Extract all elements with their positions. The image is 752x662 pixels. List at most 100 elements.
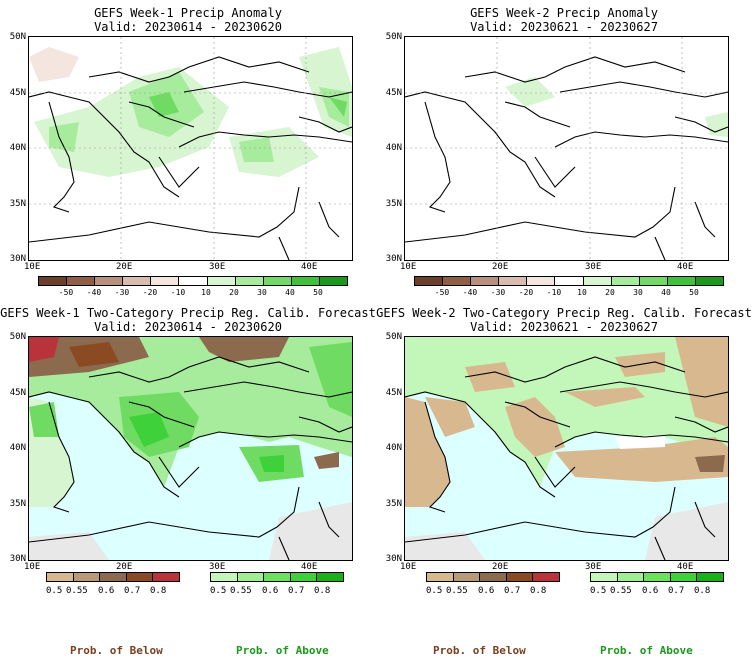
lon-label: 40E <box>677 562 694 572</box>
panel-week1-anomaly: GEFS Week-1 Precip Anomaly Valid: 202306… <box>0 0 376 330</box>
panel-valid: Valid: 20230614 - 20230620 <box>94 20 282 34</box>
lon-label: 10E <box>24 262 41 272</box>
panel-valid: Valid: 20230621 - 20230627 <box>470 320 658 334</box>
anomaly-colorbar <box>414 276 724 286</box>
lon-label: 10E <box>400 562 417 572</box>
above-tick: 0.5 <box>590 586 607 596</box>
panel-title: GEFS Week-2 Two-Category Precip Reg. Cal… <box>376 306 752 320</box>
map-frame <box>28 336 353 561</box>
above-colorbar <box>210 572 344 582</box>
above-tick: 0.8 <box>694 586 711 596</box>
map-frame <box>28 36 353 261</box>
colorbar-tick: -30 <box>490 288 506 297</box>
lat-label: 35N <box>9 499 26 509</box>
colorbar-tick: -20 <box>518 288 534 297</box>
below-tick: 0.6 <box>98 586 115 596</box>
lat-label: 40N <box>9 443 26 453</box>
anomaly-map-week1 <box>29 37 352 260</box>
map-frame <box>404 336 729 561</box>
lat-label: 35N <box>385 199 402 209</box>
lat-label: 40N <box>385 143 402 153</box>
panel-valid: Valid: 20230614 - 20230620 <box>94 320 282 334</box>
lat-label: 35N <box>385 499 402 509</box>
lon-label: 30E <box>585 562 602 572</box>
lon-label: 30E <box>585 262 602 272</box>
colorbar-tick: -40 <box>462 288 478 297</box>
above-tick: 0.5 <box>210 586 227 596</box>
panel-title: GEFS Week-2 Precip Anomaly <box>470 6 658 20</box>
lat-label: 45N <box>9 88 26 98</box>
above-tick: 0.7 <box>288 586 305 596</box>
colorbar-tick: -40 <box>86 288 102 297</box>
lat-label: 30N <box>385 254 402 264</box>
colorbar-tick: -50 <box>58 288 74 297</box>
probability-map-week2 <box>405 337 728 560</box>
panel-week1-probability: GEFS Week-1 Two-Category Precip Reg. Cal… <box>0 300 376 662</box>
lat-label: 45N <box>385 388 402 398</box>
colorbar-tick: 10 <box>577 288 587 297</box>
lon-label: 20E <box>492 562 509 572</box>
probability-map-week1 <box>29 337 352 560</box>
colorbar-tick: 40 <box>661 288 671 297</box>
lon-label: 40E <box>677 262 694 272</box>
colorbar-tick: 40 <box>285 288 295 297</box>
colorbar-tick: -10 <box>170 288 186 297</box>
colorbar-tick: 50 <box>313 288 323 297</box>
lat-label: 40N <box>9 143 26 153</box>
anomaly-colorbar <box>38 276 348 286</box>
colorbar-tick: 30 <box>257 288 267 297</box>
above-tick: 0.7 <box>668 586 685 596</box>
below-colorbar <box>46 572 180 582</box>
colorbar-tick: 50 <box>689 288 699 297</box>
lon-label: 20E <box>116 562 133 572</box>
prob-above-label: Prob. of Above <box>236 644 329 657</box>
lat-label: 50N <box>9 332 26 342</box>
lon-label: 30E <box>209 262 226 272</box>
below-tick: 0.7 <box>504 586 521 596</box>
panel-week2-probability: GEFS Week-2 Two-Category Precip Reg. Cal… <box>376 300 752 662</box>
lon-label: 30E <box>209 562 226 572</box>
colorbar-tick: -10 <box>546 288 562 297</box>
lat-label: 50N <box>9 32 26 42</box>
map-frame <box>404 36 729 261</box>
below-tick: 0.55 <box>446 586 468 596</box>
lat-label: 30N <box>385 554 402 564</box>
lon-label: 20E <box>116 262 133 272</box>
lon-label: 10E <box>24 562 41 572</box>
below-tick: 0.5 <box>426 586 443 596</box>
lat-label: 45N <box>385 88 402 98</box>
colorbar-tick: -20 <box>142 288 158 297</box>
above-tick: 0.6 <box>642 586 659 596</box>
panel-valid: Valid: 20230621 - 20230627 <box>470 20 658 34</box>
lon-label: 40E <box>301 262 318 272</box>
lon-label: 10E <box>400 262 417 272</box>
above-tick: 0.55 <box>230 586 252 596</box>
anomaly-map-week2 <box>405 37 728 260</box>
panel-week2-anomaly: GEFS Week-2 Precip Anomaly Valid: 202306… <box>376 0 752 330</box>
lat-label: 30N <box>9 554 26 564</box>
prob-below-label: Prob. of Below <box>70 644 163 657</box>
panel-title: GEFS Week-1 Precip Anomaly <box>94 6 282 20</box>
below-tick: 0.6 <box>478 586 495 596</box>
prob-below-label: Prob. of Below <box>433 644 526 657</box>
colorbar-tick: 20 <box>229 288 239 297</box>
lon-label: 20E <box>492 262 509 272</box>
lat-label: 35N <box>9 199 26 209</box>
colorbar-tick: 30 <box>633 288 643 297</box>
prob-above-label: Prob. of Above <box>600 644 693 657</box>
below-tick: 0.8 <box>530 586 547 596</box>
above-colorbar <box>590 572 724 582</box>
below-colorbar <box>426 572 560 582</box>
colorbar-tick: -50 <box>434 288 450 297</box>
above-tick: 0.55 <box>610 586 632 596</box>
lat-label: 40N <box>385 443 402 453</box>
lat-label: 50N <box>385 332 402 342</box>
colorbar-tick: -30 <box>114 288 130 297</box>
colorbar-tick: 20 <box>605 288 615 297</box>
above-tick: 0.6 <box>262 586 279 596</box>
below-tick: 0.55 <box>66 586 88 596</box>
lat-label: 50N <box>385 32 402 42</box>
above-tick: 0.8 <box>314 586 331 596</box>
lat-label: 45N <box>9 388 26 398</box>
panel-title: GEFS Week-1 Two-Category Precip Reg. Cal… <box>0 306 376 320</box>
